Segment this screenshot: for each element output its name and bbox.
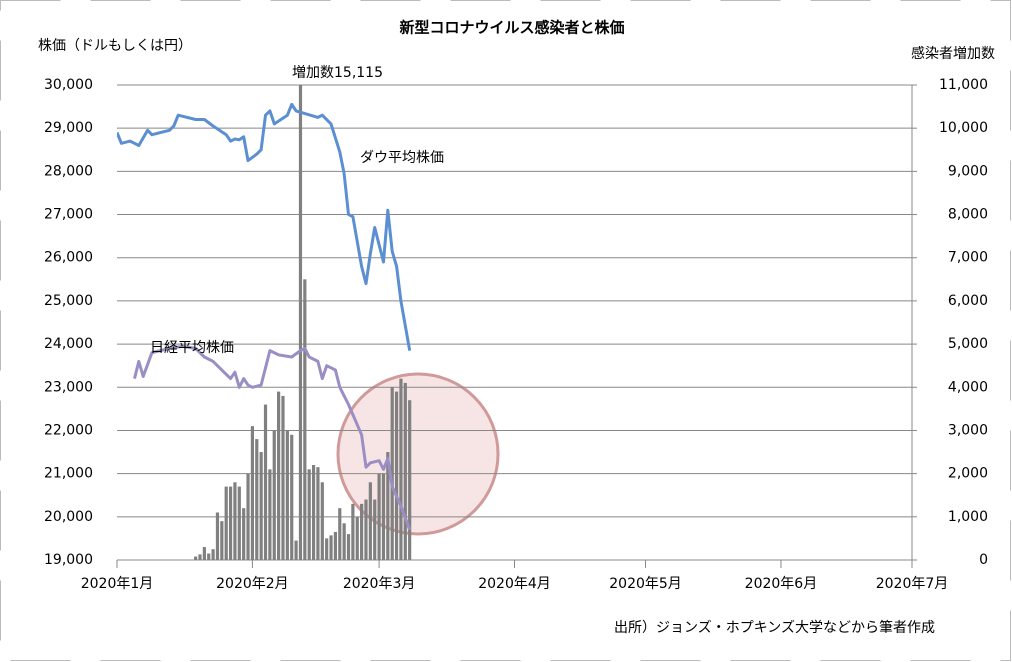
y2-tick-label: 3,000 (948, 422, 988, 438)
series-label: 日経平均株価 (150, 340, 234, 356)
bar (351, 503, 355, 560)
y-tick-label: 25,000 (44, 293, 93, 309)
bar (338, 508, 342, 560)
bar (390, 387, 394, 560)
y2-tick-label: 7,000 (948, 250, 988, 266)
y2-tick-label: 8,000 (948, 207, 988, 223)
x-tick-label: 2020年2月 (216, 576, 289, 592)
y-tick-label: 22,000 (44, 422, 93, 438)
bar (333, 531, 338, 560)
chart-title: 新型コロナウイルス感染者と株価 (399, 19, 624, 37)
bar (220, 521, 224, 560)
y-tick-label: 23,000 (44, 379, 93, 395)
bar (311, 465, 316, 560)
y-tick-label: 21,000 (44, 466, 93, 482)
y2-tick-label: 10,000 (939, 120, 988, 136)
bar (364, 499, 368, 560)
bar (360, 503, 364, 560)
y-tick-label: 30,000 (44, 77, 93, 93)
y2-tick-label: 9,000 (948, 163, 988, 179)
bar (246, 473, 250, 560)
y-tick-label: 24,000 (44, 336, 93, 352)
y2-tick-label: 0 (979, 552, 988, 568)
bar (403, 382, 407, 560)
bar (377, 473, 381, 560)
y2-tick-label: 2,000 (948, 466, 988, 482)
bar (250, 426, 255, 560)
x-tick-label: 2020年3月 (343, 576, 416, 592)
bar (211, 549, 215, 560)
bar (224, 486, 228, 560)
bar (255, 439, 259, 560)
bar (316, 467, 320, 560)
bar (194, 556, 198, 560)
bar (386, 452, 390, 560)
bar (277, 391, 281, 560)
bar (242, 508, 246, 560)
bar (259, 452, 263, 560)
x-tick-label: 2020年7月 (876, 576, 949, 592)
y-tick-label: 26,000 (44, 250, 93, 266)
bar (285, 430, 289, 560)
bar (342, 523, 346, 560)
bar (233, 482, 237, 560)
y2-tick-label: 1,000 (948, 509, 988, 525)
y-tick-label: 28,000 (44, 163, 93, 179)
x-tick-label: 2020年5月 (609, 576, 682, 592)
y2-tick-label: 6,000 (948, 293, 988, 309)
bar (307, 469, 311, 560)
bar (207, 553, 211, 560)
y2-tick-label: 11,000 (939, 77, 988, 93)
bar (202, 547, 206, 560)
x-tick-label: 2020年6月 (745, 576, 818, 592)
y-tick-label: 29,000 (44, 120, 93, 136)
bar (294, 540, 298, 560)
plot-area (117, 85, 412, 560)
bar (298, 85, 303, 560)
bar (237, 486, 241, 560)
y-tick-label: 19,000 (44, 552, 93, 568)
bar (263, 404, 268, 560)
bar (198, 554, 202, 560)
line-series (133, 344, 412, 531)
y-axis-label: 株価（ドルもしくは円） (38, 38, 192, 54)
bar (290, 434, 294, 560)
series-label: ダウ平均株価 (360, 150, 444, 166)
bar (373, 499, 377, 560)
annotation: 増加数15,115 (292, 65, 383, 81)
source-note: 出所）ジョンズ・ホプキンズ大学などから筆者作成 (614, 620, 935, 636)
x-tick-label: 2020年1月 (81, 576, 154, 592)
y-tick-label: 20,000 (44, 509, 93, 525)
line-series (117, 102, 412, 351)
y2-axis-label: 感染者増加数 (911, 45, 995, 62)
bar (368, 482, 372, 560)
y2-tick-label: 4,000 (948, 379, 988, 395)
bar (381, 473, 386, 560)
bar (399, 378, 403, 560)
bar (346, 534, 351, 560)
bar (303, 279, 307, 560)
x-tick-label: 2020年4月 (478, 576, 551, 592)
bar (408, 400, 412, 560)
bar (329, 535, 333, 560)
bar (320, 482, 324, 560)
y-tick-label: 27,000 (44, 207, 93, 223)
bar (268, 469, 272, 560)
bar (355, 516, 359, 560)
bar (394, 391, 399, 560)
bar (281, 395, 285, 560)
bar (272, 430, 276, 560)
bar (325, 538, 329, 560)
y2-tick-label: 5,000 (948, 336, 988, 352)
bar (228, 486, 233, 560)
bar (215, 512, 220, 560)
